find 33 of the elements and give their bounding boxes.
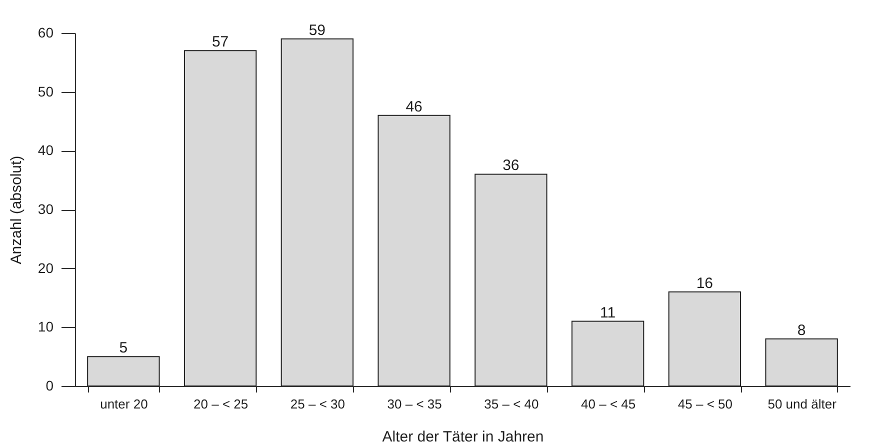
x-tick-label: 40 – < 45 bbox=[581, 396, 636, 412]
y-tick-label: 60 bbox=[38, 24, 54, 40]
bar bbox=[765, 338, 838, 386]
bar bbox=[668, 291, 742, 386]
bar bbox=[474, 174, 548, 386]
bar bbox=[280, 38, 354, 386]
data-label: 8 bbox=[797, 322, 806, 339]
x-tick-label: 25 – < 30 bbox=[290, 396, 345, 412]
y-tick-label: 20 bbox=[38, 260, 54, 276]
x-tick-label: 50 und älter bbox=[768, 396, 838, 412]
x-tick-label: unter 20 bbox=[100, 396, 148, 412]
data-label: 11 bbox=[600, 304, 616, 322]
data-label: 16 bbox=[696, 274, 714, 292]
y-tick-label: 10 bbox=[38, 318, 54, 335]
data-label: 57 bbox=[212, 34, 229, 51]
y-tick-label: 0 bbox=[46, 378, 54, 394]
bar bbox=[378, 114, 450, 386]
data-label: 46 bbox=[406, 98, 422, 116]
x-axis-title: Alter der Täter in Jahren bbox=[382, 428, 544, 445]
x-tick-label: 20 – < 25 bbox=[194, 396, 248, 412]
bar bbox=[87, 356, 160, 386]
y-tick-label: 50 bbox=[38, 83, 54, 100]
bar bbox=[184, 50, 257, 386]
data-label: 59 bbox=[308, 22, 326, 39]
x-tick-label: 35 – < 40 bbox=[484, 396, 539, 412]
x-tick-label: 30 – < 35 bbox=[387, 396, 442, 412]
y-tick-label: 40 bbox=[38, 142, 54, 158]
data-label: 36 bbox=[502, 157, 520, 174]
y-tick-label: 30 bbox=[38, 201, 54, 217]
y-axis-title: Anzahl (absolut) bbox=[8, 156, 25, 264]
x-tick-label: 45 – < 50 bbox=[678, 396, 732, 412]
bar bbox=[571, 320, 644, 386]
data-label: 5 bbox=[119, 340, 128, 357]
